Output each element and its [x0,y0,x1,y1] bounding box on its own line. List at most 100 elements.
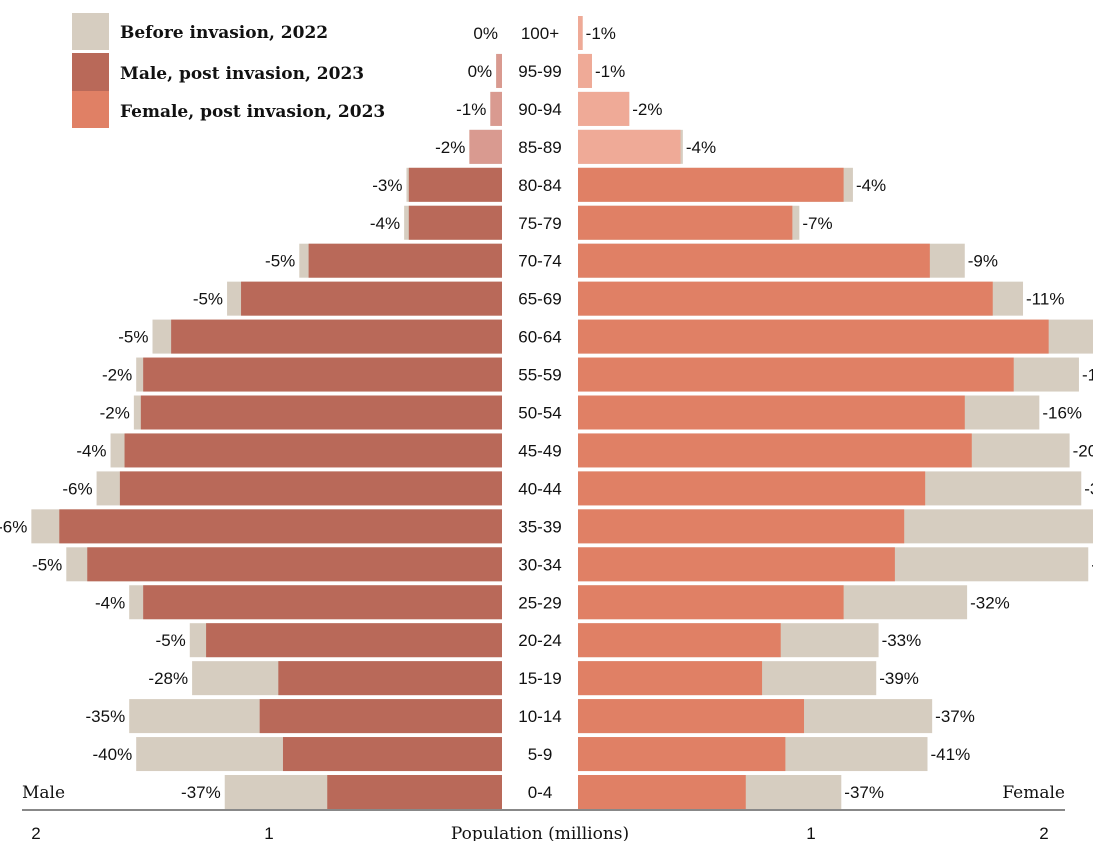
x-axis-title: Population (millions) [451,824,629,841]
female-post-bar-20-24 [578,623,781,658]
female-post-bar-75-79 [578,205,793,240]
female-change-label-100plus: -1% [586,24,616,43]
female-change-label-30-34: -38% [1091,555,1093,574]
x-axis-ticks: 2 1 1 2 [31,824,1048,841]
male-change-label-30-34: -5% [32,555,62,574]
female-change-label-5-9: -41% [931,745,971,764]
male-post-bar-20-24 [206,623,502,658]
male-change-label-60-64: -5% [118,328,148,347]
age-label-50-54: 50-54 [518,404,561,423]
male-change-label-0-4: -37% [181,783,221,802]
female-change-label-20-24: -33% [882,631,922,650]
male-change-label-75-79: -4% [370,214,400,233]
male-post-bar-10-14 [259,699,502,734]
age-label-35-39: 35-39 [518,517,561,536]
x-tick-label-male-1: 1 [264,824,273,841]
male-change-label-55-59: -2% [102,366,132,385]
female-post-bar-85-89 [578,129,681,164]
male-change-label-80-84: -3% [372,176,402,195]
female-post-bar-40-44 [578,471,926,506]
labels-layer: 100+ 0% -1% 95-99 0% -1% 90-94 -1% -2% 85-89 -2% -4… [0,24,1093,802]
male-change-label-45-49: -4% [76,441,106,460]
female-post-bar-5-9 [578,737,786,772]
male-change-label-20-24: -5% [156,631,186,650]
age-label-70-74: 70-74 [518,252,561,271]
female-change-label-10-14: -37% [935,707,975,726]
male-change-label-5-9: -40% [93,745,133,764]
legend-label-before: Before invasion, 2022 [120,23,328,43]
female-change-label-50-54: -16% [1042,404,1082,423]
male-change-label-100plus: 0% [473,24,498,43]
female-change-label-80-84: -4% [856,176,886,195]
male-post-bar-85-89 [469,129,502,164]
female-change-label-0-4: -37% [844,783,884,802]
male-post-bar-70-74 [308,243,502,278]
female-post-bar-65-69 [578,281,993,316]
female-post-bar-45-49 [578,433,972,468]
age-label-100plus: 100+ [521,24,559,43]
age-label-30-34: 30-34 [518,555,561,574]
female-change-label-90-94: -2% [632,100,662,119]
legend-label-female-post: Female, post invasion, 2023 [120,102,385,122]
male-post-bar-0-4 [327,775,502,809]
male-post-bar-25-29 [143,585,502,620]
legend-swatch-male-post [72,53,109,91]
female-post-bar-30-34 [578,547,895,582]
female-post-bar-60-64 [578,319,1049,354]
age-label-90-94: 90-94 [518,100,561,119]
male-change-label-70-74: -5% [265,252,295,271]
legend-label-male-post: Male, post invasion, 2023 [120,64,364,84]
age-label-75-79: 75-79 [518,214,561,233]
female-post-bar-35-39 [578,509,905,544]
age-label-55-59: 55-59 [518,366,561,385]
female-change-label-95-99: -1% [595,62,625,81]
female-change-label-65-69: -11% [1026,290,1064,309]
male-post-bar-90-94 [490,91,502,126]
female-post-bar-15-19 [578,661,763,696]
male-post-bar-45-49 [124,433,502,468]
female-post-bar-55-59 [578,357,1014,392]
female-change-label-15-19: -39% [879,669,919,688]
male-change-label-95-99: 0% [468,62,493,81]
female-post-bar-10-14 [578,699,805,734]
female-change-label-85-89: -4% [686,138,716,157]
female-post-bar-50-54 [578,395,965,430]
male-side-label: Male [22,783,65,803]
legend-swatch-before [72,13,109,50]
x-tick-label-male-2: 2 [31,824,40,841]
age-label-65-69: 65-69 [518,290,561,309]
male-change-label-15-19: -28% [148,669,188,688]
age-label-40-44: 40-44 [518,479,561,498]
female-change-label-70-74: -9% [968,252,998,271]
male-change-label-25-29: -4% [95,593,125,612]
age-label-5-9: 5-9 [528,745,553,764]
male-post-bar-5-9 [282,737,502,772]
male-change-label-10-14: -35% [86,707,126,726]
age-label-80-84: 80-84 [518,176,561,195]
male-post-bar-30-34 [87,547,502,582]
male-post-bar-60-64 [171,319,502,354]
x-tick-label-female-1: 1 [806,824,815,841]
female-post-bar-0-4 [578,775,746,809]
age-label-20-24: 20-24 [518,631,561,650]
female-post-bar-25-29 [578,585,844,620]
legend: Before invasion, 2022 Male, post invasio… [72,13,385,128]
male-post-bar-55-59 [143,357,502,392]
female-change-label-55-59: -13% [1082,366,1093,385]
male-post-bar-75-79 [408,205,502,240]
age-label-45-49: 45-49 [518,441,561,460]
male-post-bar-15-19 [278,661,502,696]
legend-swatch-female-post [72,91,109,128]
female-post-bar-100plus [578,16,583,50]
female-change-label-25-29: -32% [970,593,1010,612]
age-label-0-4: 0-4 [528,783,553,802]
male-post-bar-40-44 [119,471,502,506]
female-post-bar-90-94 [578,91,630,126]
male-post-bar-65-69 [241,281,503,316]
male-change-label-50-54: -2% [100,404,130,423]
female-post-bar-70-74 [578,243,930,278]
age-label-95-99: 95-99 [518,62,561,81]
x-tick-label-female-2: 2 [1039,824,1048,841]
male-change-label-35-39: -6% [0,517,27,536]
